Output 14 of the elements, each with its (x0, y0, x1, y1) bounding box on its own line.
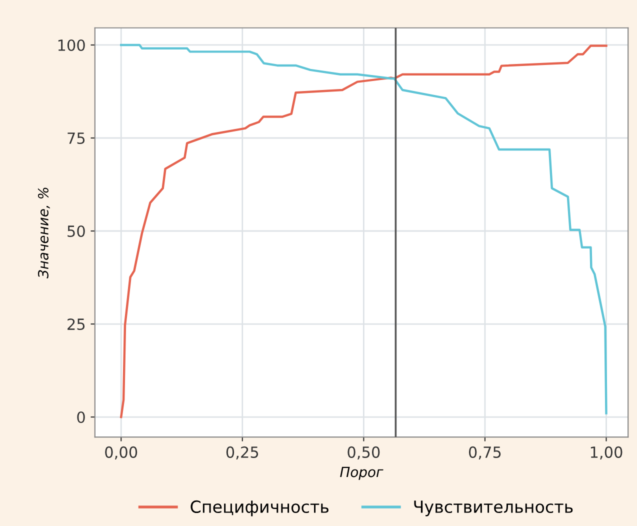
x-tick-label: 1,00 (590, 446, 622, 460)
x-tick-label: 0,00 (105, 446, 138, 460)
y-tick-label: 75 (68, 132, 85, 144)
legend-label: Специфичность (190, 500, 328, 516)
x-tick-label: 0,50 (348, 446, 380, 460)
x-tick-label: 0,75 (468, 446, 501, 460)
x-axis-title: Порог (340, 466, 384, 480)
y-tick-label: 100 (58, 39, 85, 52)
y-tick-label: 0 (77, 411, 85, 424)
y-tick-label: 50 (68, 225, 85, 238)
y-axis-title: Значение, % (38, 188, 50, 278)
legend-label: Чувствительность (414, 500, 573, 516)
y-tick-label: 25 (68, 318, 85, 330)
x-tick-label: 0,25 (226, 446, 258, 460)
